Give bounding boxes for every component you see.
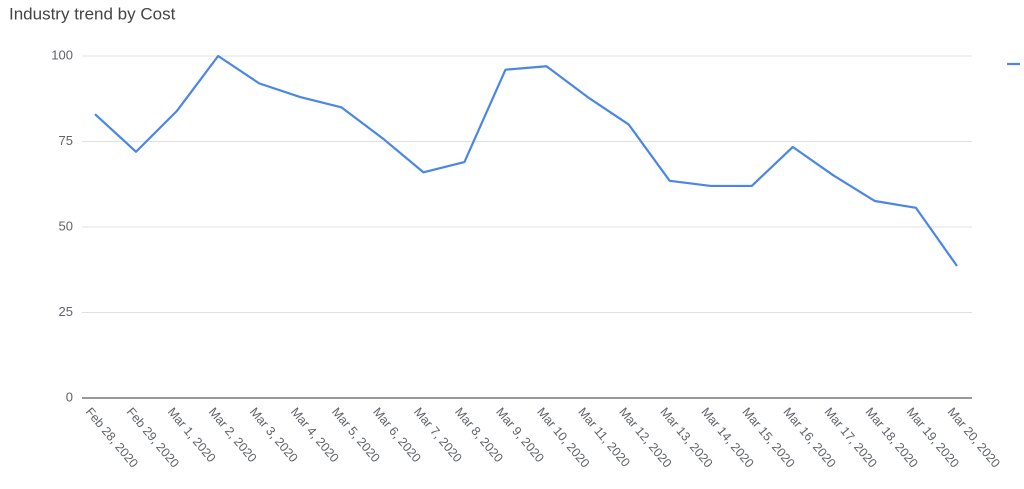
- y-tick-label: 50: [59, 218, 73, 233]
- series-line: [94, 54, 958, 267]
- y-tick-label: 0: [66, 389, 73, 404]
- y-tick-label: 25: [59, 304, 73, 319]
- chart-title: Industry trend by Cost: [9, 4, 176, 23]
- y-tick-label: 75: [59, 133, 73, 148]
- y-tick-label: 100: [51, 47, 73, 62]
